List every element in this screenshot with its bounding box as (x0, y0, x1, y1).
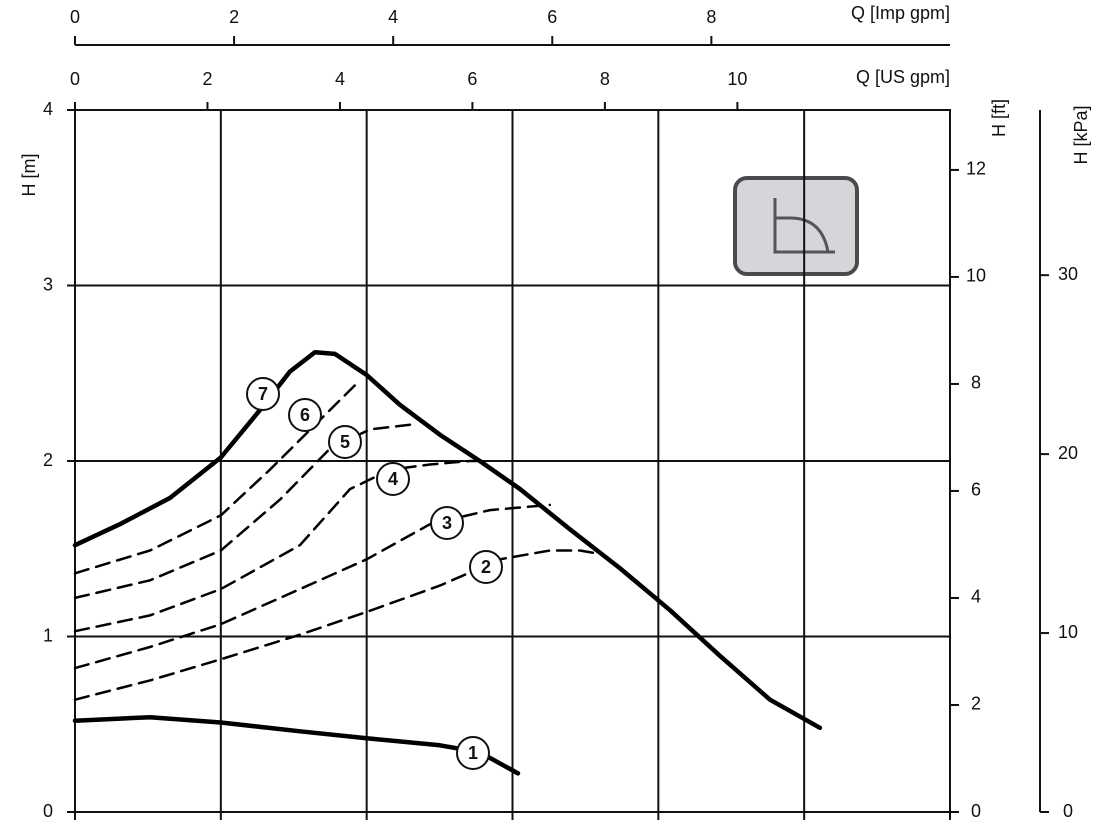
y-axis-title: H [m] (19, 154, 39, 197)
y-ft-tick-label: 4 (971, 587, 981, 607)
y-ft-tick-label: 12 (966, 159, 986, 179)
icon-symbol (773, 198, 835, 254)
pump-curve (73, 503, 552, 670)
curve-label: 5 (340, 432, 350, 452)
y-ft-tick-label: 2 (971, 694, 981, 714)
y-ft-tick-label: 0 (971, 801, 981, 821)
y-tick-label: 2 (43, 450, 53, 470)
x-imp-tick-label: 6 (547, 7, 557, 27)
y-ft-tick-label: 8 (971, 373, 981, 393)
curve-label: 4 (388, 469, 398, 489)
y-kpa-title: H [kPa] (1071, 105, 1091, 164)
x-imp-title: Q [Imp gpm] (851, 3, 950, 23)
pump-curve (73, 422, 417, 600)
curve-label: 7 (258, 384, 268, 404)
curve-label-circle (469, 550, 503, 584)
pump-curve (73, 459, 482, 633)
curve-label: 6 (300, 405, 310, 425)
x-us-tick-label: 4 (335, 69, 345, 89)
curve-label-circle (430, 506, 464, 540)
y-kpa-tick-label: 10 (1058, 622, 1078, 642)
curve-label-circle (456, 736, 490, 770)
curve-label: 1 (468, 743, 478, 763)
x-imp-tick-label: 2 (229, 7, 239, 27)
y-kpa-tick-label: 30 (1058, 264, 1078, 284)
pump-curve (73, 379, 362, 575)
x-us-tick-label: 10 (727, 69, 747, 89)
x-us-tick-label: 0 (70, 69, 80, 89)
y-ft-tick-label: 6 (971, 480, 981, 500)
pump-icon (733, 176, 859, 276)
curve-label-circle (376, 462, 410, 496)
x-imp-tick-label: 4 (388, 7, 398, 27)
x-us-tick-label: 2 (202, 69, 212, 89)
curve-label-circle (328, 425, 362, 459)
y-tick-label: 4 (43, 99, 53, 119)
y-tick-label: 3 (43, 274, 53, 294)
x-us-tick-label: 6 (467, 69, 477, 89)
plot-frame (74, 109, 951, 813)
x-us-tick-label: 8 (600, 69, 610, 89)
icon-frame (733, 176, 859, 276)
pump-curve (73, 549, 602, 701)
y-kpa-tick-label: 0 (1063, 801, 1073, 821)
curve-label-circle (246, 377, 280, 411)
curve-label-circle (288, 398, 322, 432)
y-tick-label: 0 (43, 801, 53, 821)
y-ft-tick-label: 10 (966, 266, 986, 286)
pump-curve (72, 349, 823, 731)
y-tick-label: 1 (43, 625, 53, 645)
y-ft-title: H [ft] (989, 99, 1009, 137)
x-imp-tick-label: 8 (706, 7, 716, 27)
x-us-title: Q [US gpm] (856, 67, 950, 87)
curve-label: 2 (481, 557, 491, 577)
y-kpa-tick-label: 20 (1058, 443, 1078, 463)
x-imp-tick-label: 0 (70, 7, 80, 27)
curve-label: 3 (442, 513, 452, 533)
